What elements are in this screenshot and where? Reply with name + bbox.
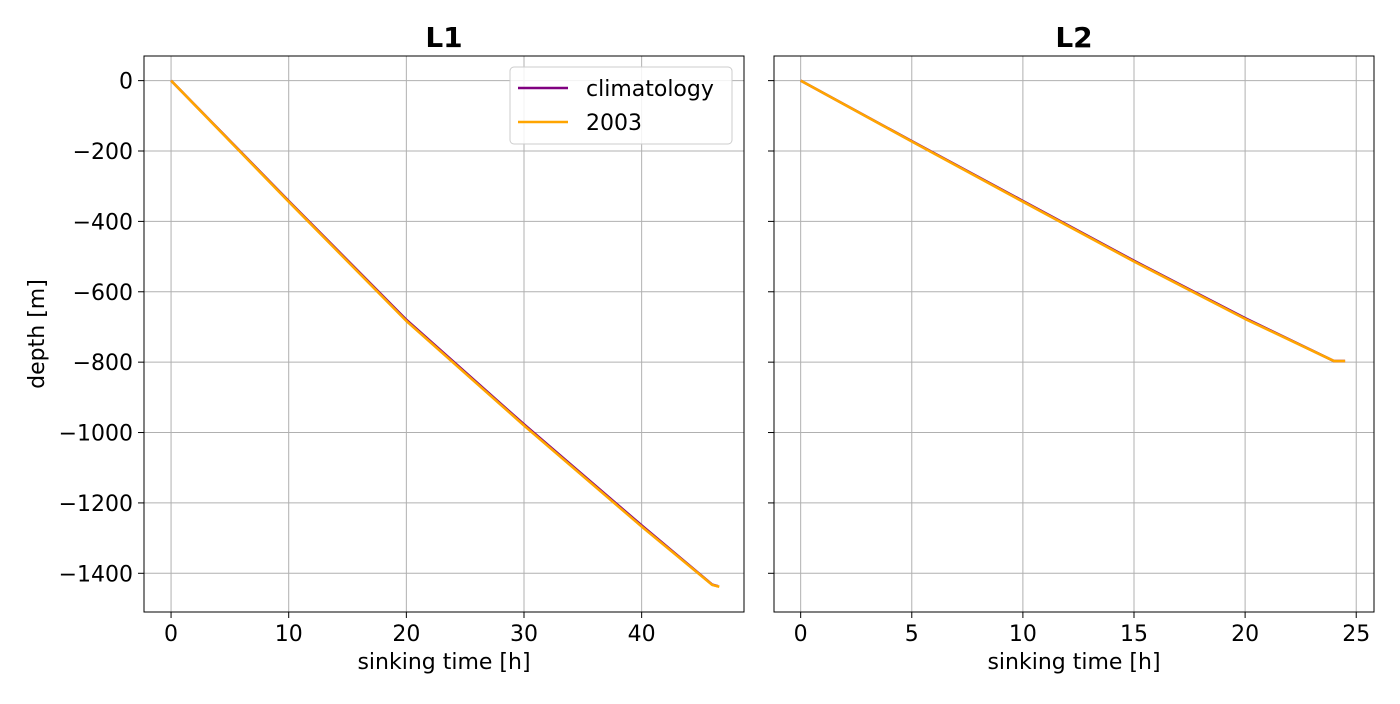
legend-label: climatology bbox=[586, 77, 714, 102]
y-tick-label: −1200 bbox=[59, 492, 133, 517]
axes-frame bbox=[773, 55, 1375, 613]
panel-title: L1 bbox=[425, 21, 462, 54]
y-axis-label: depth [m] bbox=[25, 279, 50, 389]
panel-l2: 0 5 10 15 20 25 L2 sinking time [h] bbox=[768, 21, 1375, 675]
x-tick-label: 10 bbox=[275, 622, 303, 647]
x-tick-label: 5 bbox=[905, 622, 919, 647]
panel-title: L2 bbox=[1055, 21, 1092, 54]
legend-label: 2003 bbox=[586, 111, 642, 136]
y-tick-label: −1000 bbox=[59, 422, 133, 447]
x-tick-label: 0 bbox=[164, 622, 178, 647]
y-tick-label: −400 bbox=[73, 210, 133, 235]
x-axis-label: sinking time [h] bbox=[357, 650, 530, 675]
x-tick-label: 20 bbox=[392, 622, 420, 647]
panel-l1: 0 10 20 30 40 0 −200 −400 −600 −800 −1000 −1200 −140… bbox=[25, 21, 745, 675]
series-line-2003 bbox=[170, 79, 720, 588]
y-tick-label: −1400 bbox=[59, 562, 133, 587]
x-tick-label: 25 bbox=[1342, 622, 1370, 647]
x-tick-label: 15 bbox=[1120, 622, 1148, 647]
x-tick-label: 20 bbox=[1231, 622, 1259, 647]
series-line-climatology bbox=[800, 79, 1346, 363]
series-line-climatology bbox=[170, 79, 719, 588]
series-line-2003 bbox=[800, 79, 1346, 363]
legend: climatology 2003 bbox=[509, 66, 733, 145]
y-tick-label: −200 bbox=[73, 140, 133, 165]
y-tick-label: −800 bbox=[73, 351, 133, 376]
axes-frame bbox=[143, 55, 745, 613]
x-tick-label: 10 bbox=[1009, 622, 1037, 647]
y-tick-label: −600 bbox=[73, 281, 133, 306]
y-tick-label: 0 bbox=[119, 70, 133, 95]
x-tick-label: 30 bbox=[510, 622, 538, 647]
legend-box bbox=[509, 66, 733, 145]
x-tick-label: 0 bbox=[794, 622, 808, 647]
x-tick-label: 40 bbox=[628, 622, 656, 647]
x-axis-label: sinking time [h] bbox=[987, 650, 1160, 675]
